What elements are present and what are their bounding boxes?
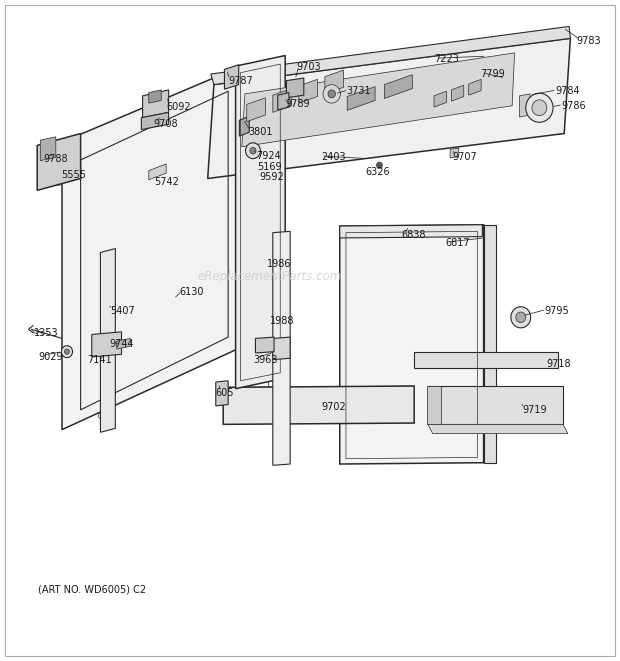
Circle shape [516,312,526,323]
Polygon shape [325,70,343,94]
Text: 9786: 9786 [561,100,586,111]
Text: 2403: 2403 [321,152,346,163]
Text: 1986: 1986 [267,259,291,270]
Text: 5169: 5169 [257,161,282,172]
Polygon shape [434,91,446,107]
Text: 7799: 7799 [480,69,505,79]
Text: 9707: 9707 [453,152,477,163]
Text: 9719: 9719 [522,405,547,415]
Text: 9787: 9787 [228,75,253,86]
Polygon shape [340,225,482,238]
Polygon shape [347,87,375,110]
Polygon shape [236,56,285,389]
Text: 9718: 9718 [547,358,572,369]
Circle shape [64,349,69,354]
Polygon shape [208,38,570,178]
Circle shape [526,93,553,122]
Text: 9029: 9029 [38,352,63,362]
Circle shape [246,143,260,159]
Text: 7223: 7223 [434,54,459,65]
Text: eReplacementParts.com: eReplacementParts.com [198,270,342,283]
Text: 1988: 1988 [270,316,295,327]
Polygon shape [451,85,464,101]
Polygon shape [117,338,130,349]
Polygon shape [37,134,81,190]
Polygon shape [278,93,289,110]
Polygon shape [143,90,169,118]
Text: 9592: 9592 [259,172,284,182]
Text: 9783: 9783 [577,36,601,46]
Circle shape [511,307,531,328]
Text: 9744: 9744 [109,338,134,349]
Text: 3801: 3801 [248,127,273,137]
Circle shape [250,147,256,154]
Text: 5407: 5407 [110,305,135,316]
Polygon shape [273,231,290,465]
Text: 6092: 6092 [166,102,191,112]
Circle shape [328,90,335,98]
Text: 6817: 6817 [445,238,470,249]
Text: 1353: 1353 [34,328,59,338]
Circle shape [323,85,340,103]
Text: 7924: 7924 [256,151,281,161]
Polygon shape [211,26,570,85]
Polygon shape [273,337,290,360]
Polygon shape [520,94,530,117]
Polygon shape [92,332,122,357]
Circle shape [61,346,73,358]
Text: 5742: 5742 [154,177,179,188]
Polygon shape [242,53,515,147]
Circle shape [532,100,547,116]
Text: 9788: 9788 [43,153,68,164]
Polygon shape [62,66,242,430]
Polygon shape [100,249,115,432]
Text: 9702: 9702 [321,402,346,412]
Polygon shape [40,137,56,161]
Polygon shape [428,386,563,424]
Text: 3963: 3963 [253,354,278,365]
Text: 6130: 6130 [180,287,205,297]
Polygon shape [428,424,568,434]
Polygon shape [247,98,265,122]
Polygon shape [149,90,161,103]
Polygon shape [224,65,239,89]
Polygon shape [427,386,441,424]
Polygon shape [286,78,304,98]
Circle shape [376,162,383,169]
Text: 6838: 6838 [402,230,427,241]
Text: 7141: 7141 [87,354,112,365]
Text: 9703: 9703 [296,62,321,73]
Polygon shape [216,381,228,406]
Text: 9795: 9795 [544,305,569,316]
Polygon shape [299,79,317,103]
Text: 605: 605 [216,387,234,398]
Text: 3731: 3731 [346,86,371,97]
Polygon shape [239,116,249,136]
Polygon shape [340,225,484,464]
Polygon shape [484,225,496,463]
Polygon shape [469,79,481,95]
Text: 9789: 9789 [285,98,310,109]
Polygon shape [450,148,459,158]
Polygon shape [149,164,166,180]
Polygon shape [384,75,412,98]
Text: 6326: 6326 [366,167,391,177]
Text: (ART NO. WD6005) C2: (ART NO. WD6005) C2 [38,584,146,595]
Polygon shape [141,112,169,130]
Text: 5555: 5555 [61,170,86,180]
Polygon shape [255,337,274,353]
Polygon shape [223,386,414,424]
Polygon shape [414,352,558,368]
Text: 9784: 9784 [555,86,580,97]
Text: 9708: 9708 [154,119,179,130]
Polygon shape [273,89,291,112]
